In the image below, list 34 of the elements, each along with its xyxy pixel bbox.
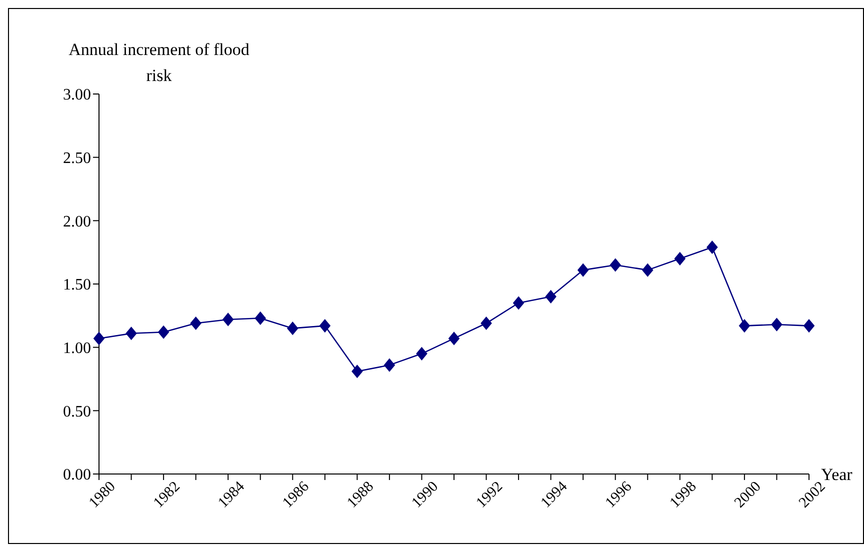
x-tick-label: 1982 bbox=[150, 478, 184, 512]
point bbox=[352, 364, 363, 378]
y-tick-label: 2.50 bbox=[63, 150, 91, 168]
x-tick-label: 1992 bbox=[474, 478, 506, 512]
point bbox=[545, 290, 556, 304]
point bbox=[287, 322, 298, 335]
point bbox=[642, 264, 654, 277]
point bbox=[480, 316, 492, 330]
y-tick-label: 2.00 bbox=[63, 213, 91, 230]
point bbox=[126, 326, 137, 340]
y-tick-label: 0.50 bbox=[63, 403, 91, 420]
x-tick-label: 1990 bbox=[409, 478, 442, 512]
point bbox=[222, 312, 234, 326]
point bbox=[706, 240, 718, 254]
point bbox=[94, 332, 104, 345]
point bbox=[384, 358, 395, 372]
point bbox=[158, 326, 170, 339]
point bbox=[513, 296, 524, 310]
point bbox=[674, 252, 686, 266]
x-axis-title: Year bbox=[821, 465, 852, 484]
point bbox=[738, 319, 750, 332]
point bbox=[771, 318, 782, 332]
point bbox=[416, 347, 428, 360]
y-tick-label: 3.00 bbox=[63, 86, 91, 104]
point bbox=[578, 264, 589, 277]
point bbox=[804, 319, 814, 332]
point bbox=[319, 319, 330, 332]
point bbox=[190, 316, 202, 330]
y-tick-label: 1.00 bbox=[63, 340, 91, 358]
y-tick-label: 1.50 bbox=[63, 276, 91, 294]
y-axis-title: Annual increment of flood risk bbox=[68, 40, 250, 85]
point bbox=[610, 258, 621, 272]
point bbox=[254, 312, 266, 325]
point bbox=[448, 332, 460, 345]
